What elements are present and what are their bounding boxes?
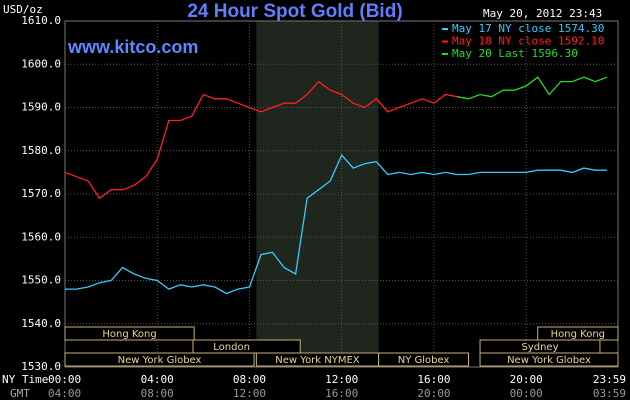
- session-label: New York Globex: [507, 355, 591, 366]
- x-tick-label: 16:00: [417, 373, 450, 386]
- session-bar: [64, 352, 255, 367]
- x-tick-label: 08:00: [233, 373, 266, 386]
- series-line: [456, 76, 608, 100]
- x2-tick-label: 04:00: [48, 387, 81, 400]
- x2-tick-label: 03:59: [593, 387, 626, 400]
- series-line: [64, 80, 458, 200]
- x-tick-label: 00:00: [48, 373, 81, 386]
- y-tick-label: 1540.0: [21, 317, 61, 330]
- x-tick-label: 04:00: [141, 373, 174, 386]
- legend-label: May 18 NY close 1592.10: [452, 35, 604, 48]
- session-label: New York Globex: [118, 355, 202, 366]
- plot-frame: [64, 20, 619, 368]
- x-tick-label: 23:59: [593, 373, 626, 386]
- session-label: London: [213, 342, 250, 353]
- session-bar: [479, 352, 619, 367]
- x2-tick-label: 00:00: [510, 387, 543, 400]
- y-tick-label: 1600.0: [21, 57, 61, 70]
- x-tick-label: 20:00: [510, 373, 543, 386]
- session-label: Hong Kong: [102, 329, 156, 340]
- x2-tick-label: 16:00: [325, 387, 358, 400]
- y-tick-label: 1550.0: [21, 274, 61, 287]
- watermark: www.kitco.com: [67, 37, 198, 57]
- x2-tick-label: 20:00: [417, 387, 450, 400]
- x-axis-label: NY Time: [2, 373, 48, 386]
- x2-tick-label: 12:00: [233, 387, 266, 400]
- x2-tick-label: 08:00: [141, 387, 174, 400]
- y-axis-label: USD/oz: [3, 3, 43, 16]
- session-label: New York NYMEX: [275, 355, 360, 366]
- legend-label: May 20 Last 1596.30: [452, 47, 578, 60]
- y-tick-label: 1610.0: [21, 14, 61, 27]
- y-tick-label: 1530.0: [21, 360, 61, 373]
- session-bar: [64, 326, 195, 341]
- y-tick-label: 1590.0: [21, 101, 61, 114]
- x2-axis-label: GMT: [10, 387, 30, 400]
- x-tick-label: 12:00: [325, 373, 358, 386]
- y-tick-label: 1580.0: [21, 144, 61, 157]
- session-label: NY Globex: [398, 355, 450, 366]
- session-label: Sydney: [521, 342, 558, 353]
- chart-title: 24 Hour Spot Gold (Bid): [187, 1, 402, 22]
- y-tick-label: 1560.0: [21, 230, 61, 243]
- y-tick-label: 1570.0: [21, 187, 61, 200]
- legend-label: May 17 NY close 1574.30: [452, 22, 604, 35]
- timestamp: May 20, 2012 23:43: [483, 7, 602, 20]
- session-bar: [378, 352, 470, 367]
- session-label: Hong Kong: [551, 329, 605, 340]
- series-line: [65, 153, 607, 295]
